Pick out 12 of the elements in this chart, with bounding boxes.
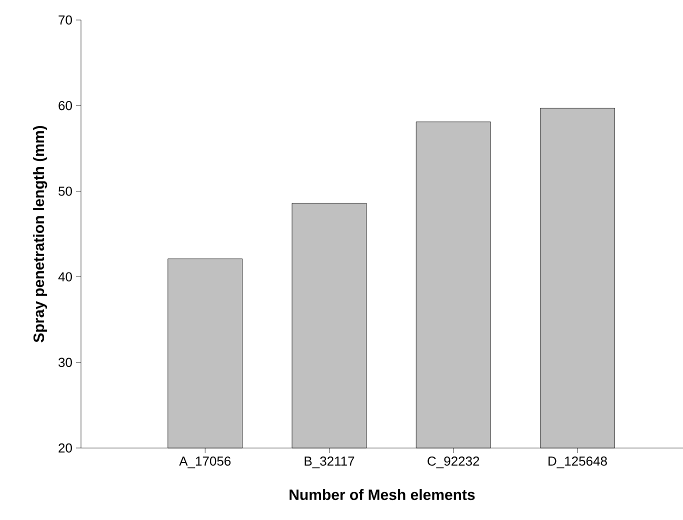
y-tick-label: 30: [58, 358, 72, 367]
y-tick-label: 20: [58, 443, 72, 453]
y-tick-label: 70: [58, 15, 72, 25]
y-tick-label: 50: [58, 186, 72, 196]
y-axis-title: Spray penetration length (mm): [33, 126, 48, 342]
y-tick-label: 60: [58, 100, 72, 110]
y-tick-label: 40: [58, 272, 72, 282]
x-tick-label: A_17056: [179, 456, 231, 468]
x-tick-label: B_32117: [304, 456, 354, 468]
x-axis-title: Number of Mesh elements: [290, 489, 475, 500]
x-tick-label: D_125648: [548, 456, 607, 468]
x-tick-label: C_92232: [428, 456, 480, 468]
